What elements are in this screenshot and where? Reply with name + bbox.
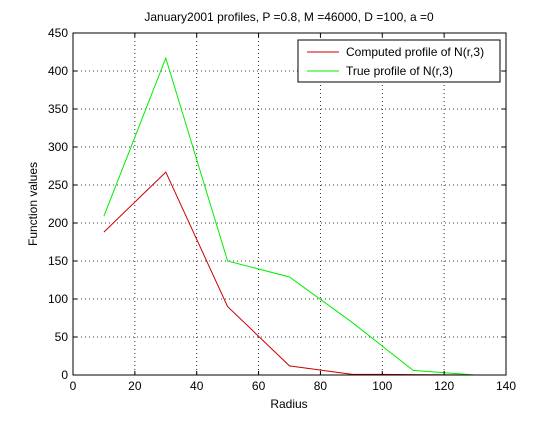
y-tick-label: 300: [48, 140, 68, 154]
x-axis-label: Radius: [270, 397, 307, 411]
x-tick-label: 60: [252, 379, 266, 393]
legend-label-computed: Computed profile of N(r,3): [346, 45, 484, 59]
y-tick-label: 50: [55, 330, 69, 344]
axis-ticks: 0 20 40 60 80 100 120 140 0 50 100 150 200 250 300 350 4…: [48, 26, 516, 393]
x-tick-label: 0: [70, 379, 77, 393]
y-tick-label: 350: [48, 102, 68, 116]
legend-box: [297, 39, 501, 83]
legend: Computed profile of N(r,3) True profile …: [297, 39, 501, 83]
x-tick-label: 120: [434, 379, 454, 393]
y-tick-label: 250: [48, 178, 68, 192]
x-tick-label: 100: [372, 379, 392, 393]
y-tick-label: 150: [48, 254, 68, 268]
chart-title: January2001 profiles, P =0.8, M =46000, …: [144, 10, 434, 24]
x-tick-label: 140: [496, 379, 516, 393]
y-tick-label: 450: [48, 26, 68, 40]
true-profile-line: [103, 56, 476, 376]
x-tick-label: 80: [314, 379, 328, 393]
y-tick-label: 400: [48, 64, 68, 78]
x-tick-label: 40: [190, 379, 204, 393]
legend-label-true: True profile of N(r,3): [346, 64, 453, 78]
y-tick-label: 200: [48, 216, 68, 230]
x-tick-label: 20: [128, 379, 142, 393]
series-layer: [103, 56, 476, 376]
plot-frame: [72, 32, 507, 376]
computed-profile-line: [103, 171, 476, 376]
y-tick-label: 100: [48, 292, 68, 306]
grid: [73, 33, 506, 375]
y-tick-label: 0: [61, 368, 68, 382]
y-axis-label: Function values: [26, 162, 40, 246]
